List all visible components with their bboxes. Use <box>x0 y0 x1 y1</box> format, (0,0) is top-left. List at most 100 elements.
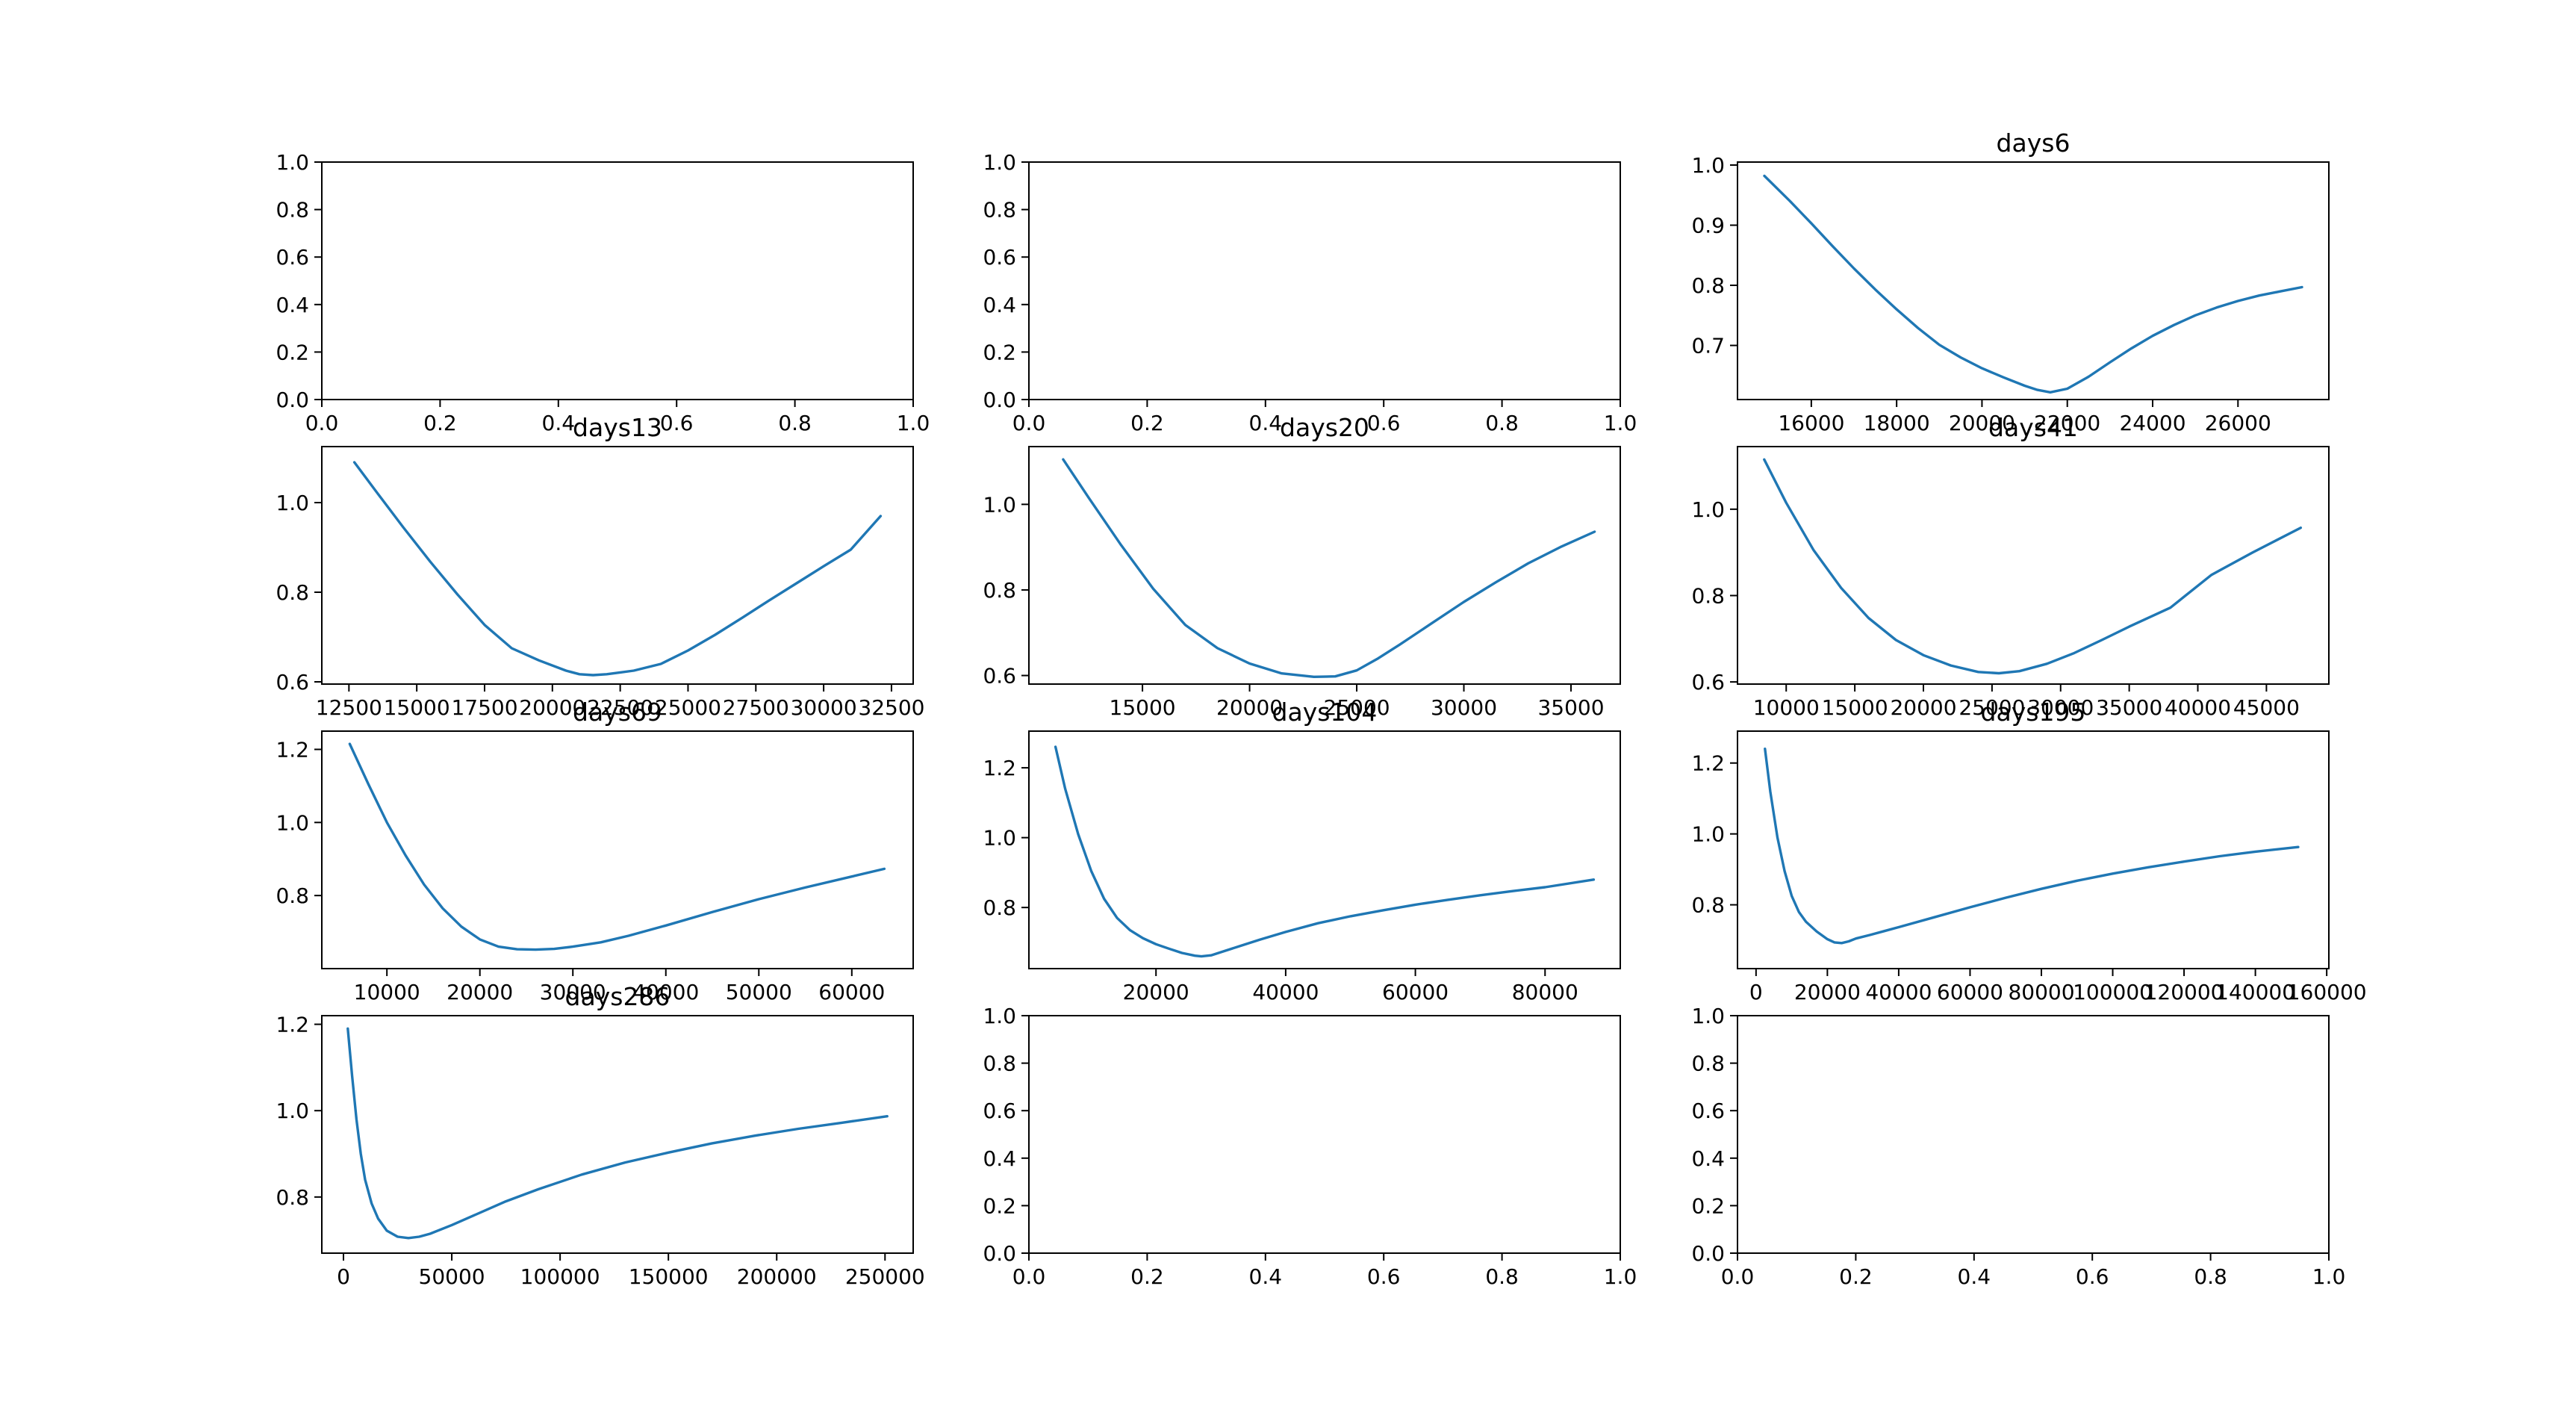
x-tick-label: 0.8 <box>1485 1264 1519 1289</box>
x-tick-label: 0.0 <box>1012 411 1046 435</box>
x-tick-label: 0.6 <box>1367 1264 1401 1289</box>
series-line-1 <box>1764 748 2300 945</box>
y-tick-label: 1.0 <box>1691 822 1725 847</box>
y-tick-label: 1.2 <box>276 1013 309 1037</box>
x-tick-label: 100000 <box>520 1264 600 1289</box>
y-tick-label: 0.2 <box>1691 1193 1725 1218</box>
subplot-title: days13 <box>573 413 662 442</box>
x-tick-label: 16000 <box>1778 411 1844 435</box>
y-tick-label: 0.8 <box>1691 1052 1725 1076</box>
y-tick-label: 0.2 <box>983 1193 1016 1218</box>
x-tick-label: 0.6 <box>660 411 694 435</box>
axes-frame <box>321 446 914 685</box>
subplot-4: 12500 15000 17500 20000 22500 25000 27500 30000… <box>276 413 924 720</box>
y-tick-label: 0.9 <box>1691 214 1725 238</box>
x-tick-label: 0 <box>1749 980 1763 1004</box>
axes-frame <box>1028 446 1621 685</box>
axes-frame <box>1028 730 1621 969</box>
y-tick-label: 0.6 <box>983 664 1016 689</box>
x-tick-label: 60000 <box>1382 980 1449 1004</box>
y-tick-label: 0.7 <box>1691 334 1725 358</box>
subplot-12: 0.0 0.2 0.4 0.6 0.8 1.0 0.0 0.2 0.4 0.6 0.8 1.0 <box>1691 1004 2345 1289</box>
x-tick-label: 50000 <box>419 1264 485 1289</box>
y-tick-label: 1.0 <box>983 1004 1016 1028</box>
x-tick-label: 30000 <box>2027 695 2094 720</box>
y-tick-label: 0.8 <box>983 1052 1016 1076</box>
axes-frame <box>1028 161 1621 400</box>
x-tick-label: 25000 <box>1324 695 1390 720</box>
x-tick-label: 1.0 <box>897 411 930 435</box>
x-tick-label: 35000 <box>1537 695 1604 720</box>
y-tick-label: 1.0 <box>1691 153 1725 178</box>
x-tick-label: 20000 <box>1890 695 1956 720</box>
x-tick-label: 30000 <box>791 695 857 720</box>
x-tick-label: 32500 <box>858 695 924 720</box>
x-tick-label: 0.2 <box>1130 411 1164 435</box>
x-tick-label: 160000 <box>2287 980 2367 1004</box>
y-tick-label: 0.8 <box>983 578 1016 603</box>
y-tick-label: 1.2 <box>276 737 309 762</box>
x-tick-label: 0.4 <box>1958 1264 1991 1289</box>
x-tick-label: 80000 <box>1512 980 1578 1004</box>
x-tick-label: 25000 <box>655 695 721 720</box>
subplot-2: 0.0 0.2 0.4 0.6 0.8 1.0 0.0 0.2 0.4 0.6 0.8 1.0 <box>983 150 1637 435</box>
y-tick-label: 0.8 <box>1691 273 1725 298</box>
axes-frame <box>321 1015 914 1254</box>
y-tick-label: 1.2 <box>1691 751 1725 776</box>
y-tick-label: 0.8 <box>983 198 1016 223</box>
y-tick-label: 0.4 <box>1691 1146 1725 1171</box>
x-tick-label: 24000 <box>2119 411 2185 435</box>
x-tick-label: 15000 <box>1822 695 1888 720</box>
x-tick-label: 60000 <box>1937 980 2003 1004</box>
x-tick-label: 10000 <box>354 980 420 1004</box>
x-tick-label: 20000 <box>1794 980 1861 1004</box>
x-tick-label: 250000 <box>845 1264 925 1289</box>
subplot-6: 10000 15000 20000 25000 30000 35000 40000 45000… <box>1691 413 2330 720</box>
x-tick-label: 1.0 <box>2312 1264 2346 1289</box>
y-tick-label: 0.0 <box>276 388 309 412</box>
x-tick-label: 0.8 <box>1485 411 1519 435</box>
x-tick-label: 30000 <box>1431 695 1497 720</box>
x-tick-label: 30000 <box>540 980 606 1004</box>
series-line-1 <box>1054 745 1596 958</box>
subplot-1: 0.0 0.2 0.4 0.6 0.8 1.0 0.0 0.2 0.4 0.6 0.8 1.0 <box>276 150 930 435</box>
x-tick-label: 10000 <box>1753 695 1820 720</box>
axes-frame <box>321 161 914 400</box>
x-tick-label: 50000 <box>726 980 792 1004</box>
y-tick-label: 1.0 <box>276 810 309 835</box>
x-tick-label: 40000 <box>1252 980 1319 1004</box>
x-tick-label: 22000 <box>2034 411 2100 435</box>
series-line-1 <box>1763 174 2303 394</box>
x-tick-label: 0.2 <box>1130 1264 1164 1289</box>
x-tick-label: 20000 <box>1949 411 2015 435</box>
x-tick-label: 1.0 <box>1604 1264 1637 1289</box>
subplot-10: 0 50000 100000 150000 200000 250000 0.8 1.0 1.2 d… <box>276 982 924 1289</box>
y-tick-label: 0.8 <box>276 1185 309 1210</box>
x-tick-label: 0.4 <box>542 411 576 435</box>
y-tick-label: 0.8 <box>276 883 309 908</box>
x-tick-label: 25000 <box>1959 695 2025 720</box>
subplot-8: 20000 40000 60000 80000 0.8 1.0 1.2 days104 <box>983 698 1621 1004</box>
subplot-title: days104 <box>1272 698 1378 727</box>
y-tick-label: 0.8 <box>1691 583 1725 608</box>
subplot-11: 0.0 0.2 0.4 0.6 0.8 1.0 0.0 0.2 0.4 0.6 0.8 1.0 <box>983 1004 1637 1289</box>
y-tick-label: 1.0 <box>276 1099 309 1123</box>
subplot-title: days69 <box>573 698 662 727</box>
subplot-7: 10000 20000 30000 40000 50000 60000 0.8 1.0 1.2 d… <box>276 698 914 1004</box>
x-tick-label: 45000 <box>2233 695 2300 720</box>
x-tick-label: 60000 <box>818 980 885 1004</box>
y-tick-label: 0.8 <box>983 895 1016 920</box>
y-tick-label: 1.0 <box>983 492 1016 517</box>
axes-frame <box>1737 730 2330 969</box>
axes-frame <box>1737 161 2330 400</box>
y-tick-label: 0.8 <box>276 198 309 223</box>
y-tick-label: 1.0 <box>276 491 309 515</box>
y-tick-label: 0.0 <box>983 1241 1016 1266</box>
x-tick-label: 140000 <box>2215 980 2295 1004</box>
x-tick-label: 17500 <box>451 695 517 720</box>
x-tick-label: 80000 <box>2008 980 2074 1004</box>
y-tick-label: 1.2 <box>983 756 1016 780</box>
axes-frame <box>321 730 914 969</box>
x-tick-label: 20000 <box>519 695 585 720</box>
y-tick-label: 0.6 <box>276 670 309 695</box>
